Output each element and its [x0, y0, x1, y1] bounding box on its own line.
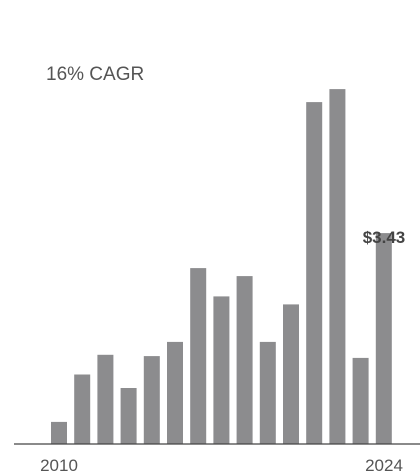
bar-2012: [97, 354, 114, 444]
bars-group: [51, 89, 392, 444]
bar-2019: [259, 341, 276, 444]
bar-2022: [329, 89, 346, 444]
bar-2020: [283, 304, 299, 444]
bar-2017: [213, 296, 230, 444]
bar-2018: [236, 276, 253, 444]
bar-2010: [51, 421, 67, 444]
data-label-2024: $3.43: [363, 228, 406, 247]
bar-2014: [143, 356, 160, 444]
bar-2011: [74, 374, 91, 444]
bar-2023: [352, 357, 369, 444]
bar-2024: [375, 233, 392, 444]
x-tick-label-2024: 2024: [365, 456, 403, 475]
bar-2021: [306, 102, 323, 444]
bar-2015: [167, 341, 183, 444]
bar-2013: [120, 388, 137, 444]
chart-title: 16% CAGR: [46, 64, 144, 85]
bar-2016: [190, 268, 207, 444]
x-tick-label-2010: 2010: [40, 456, 78, 475]
